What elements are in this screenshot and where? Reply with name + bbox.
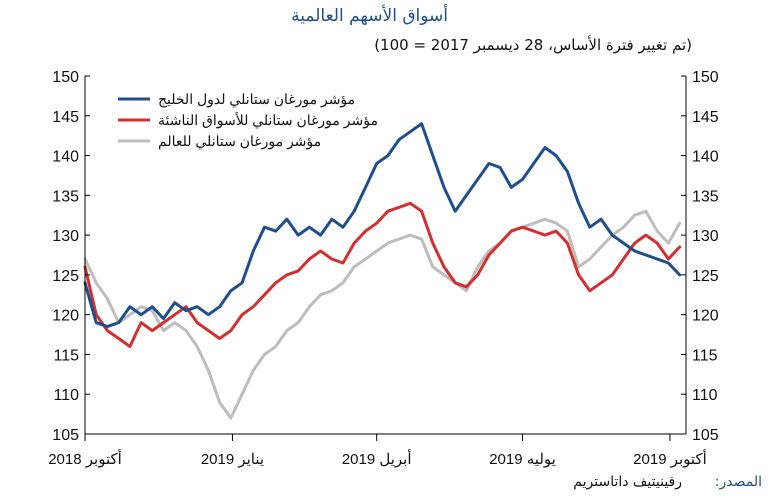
x-tick-label: أكتوبر 2019	[633, 449, 707, 468]
y-tick-label-right: 110	[692, 387, 718, 404]
chart-subtitle: (تم تغيير فترة الأساس، 28 ديسمبر 2017 = …	[374, 36, 692, 54]
y-tick-label-left: 105	[52, 427, 79, 444]
axes-layer: 105 105 110 110 115 115 120 120 125 125 130 130 135 1…	[48, 69, 719, 468]
x-tick-label: أبريل 2019	[342, 449, 412, 468]
legend-label: مؤشر مورغان ستانلي للأسواق الناشئة	[158, 111, 378, 129]
legend-label: مؤشر مورغان ستانلي لدول الخليج	[158, 91, 355, 108]
y-tick-label-right: 105	[692, 427, 719, 444]
y-tick-label-left: 145	[52, 109, 79, 126]
x-tick-label: يناير 2019	[201, 451, 264, 468]
legend-label: مؤشر مورغان ستانلي للعالم	[158, 133, 321, 150]
y-tick-label-left: 110	[53, 387, 79, 404]
y-tick-label-right: 120	[692, 308, 719, 325]
y-tick-label-left: 115	[53, 347, 79, 364]
series-line-2	[83, 209, 682, 420]
y-tick-label-right: 150	[692, 69, 719, 86]
y-tick-label-right: 145	[692, 109, 719, 126]
y-tick-label-right: 125	[692, 268, 719, 285]
y-tick-label-right: 115	[692, 347, 718, 364]
y-tick-label-left: 120	[52, 308, 79, 325]
source-value: رفينيتيف داتاستريم	[573, 474, 682, 490]
series-line-1	[83, 201, 682, 348]
y-tick-label-left: 135	[52, 188, 79, 205]
series-line-0	[83, 122, 682, 329]
legend: مؤشر مورغان ستانلي لدول الخليج مؤشر مورغا…	[118, 91, 378, 150]
series-layer	[83, 122, 682, 420]
y-tick-label-left: 130	[52, 228, 79, 245]
y-tick-label-left: 140	[52, 149, 79, 166]
source-label: المصدر:	[714, 474, 762, 490]
y-tick-label-left: 125	[52, 268, 79, 285]
chart-title: أسواق الأسهم العالمية	[291, 6, 448, 26]
y-tick-label-left: 150	[52, 69, 79, 86]
y-tick-label-right: 130	[692, 228, 719, 245]
y-tick-label-right: 140	[692, 149, 719, 166]
y-tick-label-right: 135	[692, 188, 719, 205]
x-tick-label: أكتوبر 2018	[48, 449, 122, 468]
x-tick-label: يوليه 2019	[489, 451, 556, 468]
